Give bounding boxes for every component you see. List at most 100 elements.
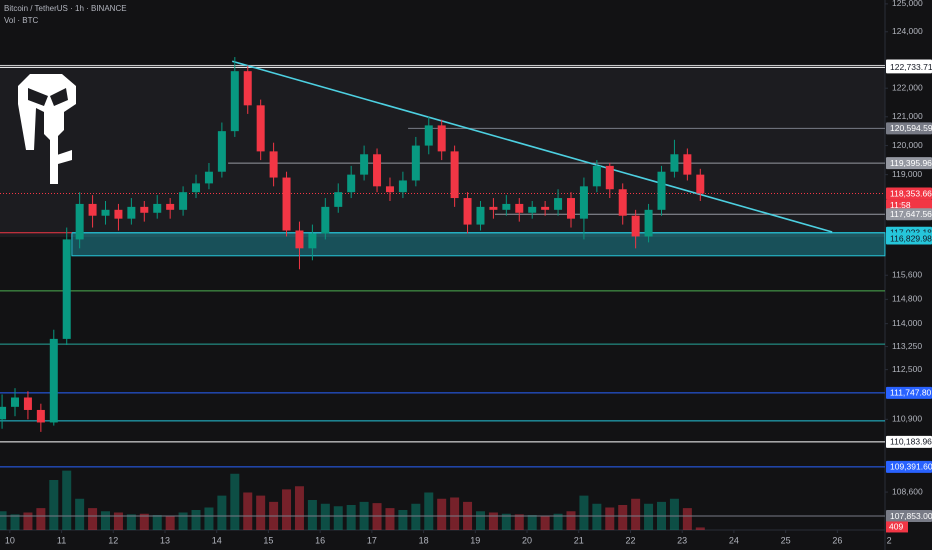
volume-bar — [49, 480, 59, 530]
y-tick-label: 112,500 — [892, 364, 922, 374]
y-tick-label: 113,250 — [892, 341, 922, 351]
volume-bar — [527, 515, 537, 530]
candle-body — [334, 192, 343, 207]
volume-bar — [501, 513, 511, 530]
volume-bar — [126, 514, 136, 530]
volume-bar — [450, 497, 460, 530]
volume-bar — [88, 508, 98, 530]
y-tick-label: 119,000 — [892, 169, 922, 179]
volume-bar — [592, 503, 602, 530]
volume-bar — [165, 515, 175, 530]
volume-bar — [411, 503, 421, 530]
x-tick-label: 14 — [212, 535, 222, 545]
price-label: 107,853.00 — [890, 511, 932, 521]
volume-bar — [424, 492, 434, 530]
candle-body — [476, 206, 485, 225]
candle-body — [308, 233, 317, 249]
volume-bar — [10, 514, 20, 530]
x-tick-label: 23 — [677, 535, 687, 545]
volume-bar — [644, 503, 654, 530]
candle-body — [463, 198, 472, 225]
volume-bar — [579, 495, 589, 530]
volume-bar — [0, 511, 7, 530]
chart-title: Bitcoin / TetherUS · 1h · BINANCE — [4, 4, 127, 13]
countdown: 11:58 — [890, 200, 911, 210]
x-tick-label: 26 — [832, 535, 842, 545]
candle-body — [385, 186, 394, 193]
candle-body — [605, 165, 614, 190]
x-tick-label: 13 — [160, 535, 170, 545]
y-tick-label: 121,000 — [892, 111, 923, 121]
volume-bar — [566, 511, 576, 530]
price-label: 109,391.60 — [890, 462, 932, 472]
candle-body — [295, 230, 304, 249]
candle-body — [23, 397, 32, 410]
price-label: 122,733.71 — [890, 62, 932, 72]
volume-bar — [618, 505, 628, 530]
volume-bar — [372, 503, 382, 530]
y-tick-label: 114,000 — [892, 318, 922, 328]
candle-body — [502, 203, 511, 210]
volume-bar — [36, 508, 46, 530]
y-tick-label: 115,600 — [892, 270, 922, 280]
volume-bar — [682, 508, 692, 530]
candle-body — [411, 145, 420, 181]
volume-bar — [204, 507, 214, 530]
price-label: 118,353.66 — [890, 188, 932, 198]
candle-body — [347, 174, 356, 193]
volume-bar — [475, 511, 485, 530]
candle-body — [166, 203, 175, 210]
candle-body — [217, 131, 226, 172]
volume-bar — [488, 512, 498, 530]
price-label: 119,395.96 — [890, 158, 932, 168]
candle-body — [101, 209, 110, 216]
volume-bar — [217, 495, 227, 530]
candle-body — [528, 206, 537, 213]
candle-body — [75, 203, 84, 240]
candle-body — [644, 209, 653, 237]
price-label: 117,647.56 — [890, 209, 932, 219]
candle-body — [489, 206, 498, 210]
candle-body — [114, 209, 123, 219]
candle-body — [631, 215, 640, 237]
volume-bar — [320, 503, 330, 530]
volume-bar — [540, 515, 550, 530]
volume-bar — [294, 486, 304, 530]
volume-bar — [243, 492, 253, 530]
candle-body — [566, 198, 575, 219]
countdown-box — [886, 199, 932, 211]
volume-bar — [514, 514, 524, 530]
volume-bar — [23, 512, 33, 530]
volume-bar — [398, 510, 408, 530]
logo-helmet — [18, 74, 76, 184]
price-label-box — [886, 61, 932, 74]
x-tick-label: 15 — [263, 535, 273, 545]
candle-body — [657, 171, 666, 210]
volume-bar — [307, 500, 317, 530]
volume-bar — [695, 527, 705, 530]
candle-body — [579, 186, 588, 219]
y-tick-label: 114,800 — [892, 294, 922, 304]
candle-body — [49, 338, 58, 423]
volume-bar — [230, 473, 240, 530]
candle-body — [450, 151, 459, 199]
volume-bar — [631, 498, 641, 530]
volume-label-box — [886, 521, 908, 533]
price-label-box — [886, 510, 932, 523]
volume-bar — [437, 498, 447, 530]
volume-bar — [152, 515, 162, 530]
x-tick-label: 21 — [574, 535, 584, 545]
y-tick-label: 120,000 — [892, 140, 923, 150]
candle-body — [373, 154, 382, 187]
volume-label: 409 — [889, 522, 903, 532]
volume-bar — [256, 495, 266, 530]
x-tick-label: 20 — [522, 535, 532, 545]
candle-body — [515, 203, 524, 213]
y-tick-label: 124,000 — [892, 26, 923, 36]
candle-body — [256, 105, 265, 152]
volume-bar — [62, 470, 72, 530]
price-label-box — [886, 157, 932, 170]
candle-body — [360, 154, 369, 175]
price-label-box — [886, 232, 932, 245]
price-label-box — [886, 208, 932, 221]
